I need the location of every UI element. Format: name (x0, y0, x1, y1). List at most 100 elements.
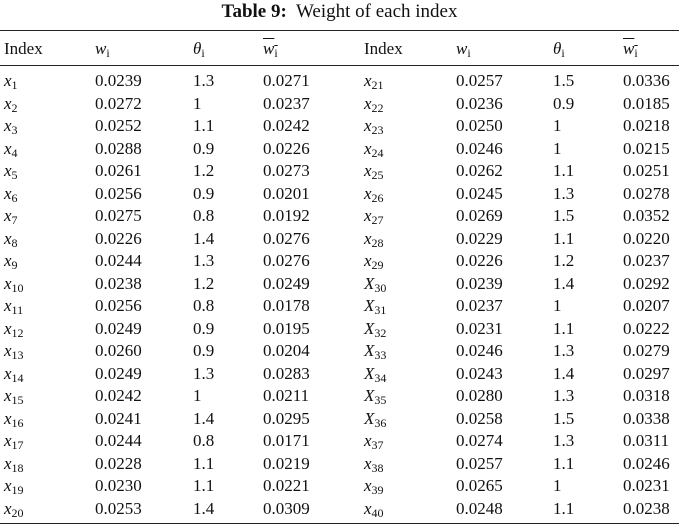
symbol: X (364, 363, 375, 383)
table-cell: 0.0211 (263, 386, 310, 405)
table-cell: 0.0250 (456, 116, 503, 135)
subscript: 26 (371, 190, 384, 205)
symbol: x (364, 138, 372, 158)
table-cell: 1.2 (193, 273, 215, 293)
table-cell: 1.4 (553, 273, 575, 293)
table-cell: 0.0219 (263, 453, 310, 473)
table-cell: x37 (364, 431, 384, 451)
symbol: x (364, 453, 372, 473)
subscript: 20 (11, 505, 24, 520)
table-cell: 0.0246 (456, 341, 503, 360)
table-cell: 1.2 (193, 161, 215, 180)
table-cell: 1.1 (553, 318, 575, 338)
table-cell: 1.3 (193, 251, 215, 270)
symbol: x (4, 71, 12, 90)
table-cell: 1.3 (553, 341, 575, 360)
symbol: x (4, 138, 12, 158)
table-cell: 0.0336 (623, 71, 670, 90)
table-cell: 0.9 (193, 138, 215, 158)
symbol: x (364, 228, 372, 248)
table-cell: 1.5 (553, 408, 575, 428)
table-cell: x8 (4, 229, 18, 249)
subscript: 24 (371, 145, 384, 160)
table-cell: x15 (4, 386, 24, 406)
symbol: x (4, 296, 12, 315)
table-cell: 1 (553, 296, 562, 315)
top-rule (0, 30, 679, 31)
symbol: X (364, 273, 375, 293)
table-cell: x16 (4, 409, 24, 429)
table-cell: 0.0260 (95, 341, 142, 360)
table-cell: x29 (364, 251, 384, 271)
table-cell: x11 (4, 296, 23, 316)
table-cell: 0.0229 (456, 228, 503, 248)
table-cell: 1.1 (553, 498, 575, 518)
table-cell: 0.0249 (95, 363, 142, 383)
column-header: wi (456, 39, 471, 59)
table-cell: 0.0242 (95, 386, 142, 405)
symbol: x (364, 116, 372, 135)
table-cell: 0.8 (193, 206, 215, 225)
table-cell: 0.0237 (456, 296, 503, 315)
table-cell: 0.0192 (263, 206, 310, 225)
table-cell: 0.0231 (456, 318, 503, 338)
table-cell: 0.0226 (263, 138, 310, 158)
table-cell: x17 (4, 431, 24, 451)
table-cell: 1.3 (553, 183, 575, 203)
table-cell: 0.0243 (456, 363, 503, 383)
table-cell: 0.0228 (95, 453, 142, 473)
table-cell: x7 (4, 206, 18, 226)
table-cell: 0.0311 (623, 431, 670, 450)
table-cell: 0.0283 (263, 363, 310, 383)
table-cell: 1.1 (193, 116, 215, 135)
table-cell: 0.0218 (623, 116, 670, 135)
table-cell: 1.3 (193, 71, 215, 90)
table-cell: 0.0265 (456, 476, 503, 495)
table-cell: X36 (364, 409, 386, 429)
table-cell: 0.0258 (456, 408, 503, 428)
table-cell: 0.0207 (623, 296, 670, 315)
symbol: x (4, 318, 12, 338)
table-cell: 0.0236 (456, 93, 503, 113)
table-cell: 1.1 (553, 228, 575, 248)
table-cell: 0.0237 (623, 251, 670, 270)
table-cell: 0.0274 (456, 431, 503, 450)
table-cell: 0.0178 (263, 296, 310, 315)
table-cell: 1.1 (193, 453, 215, 473)
symbol: x (4, 116, 12, 135)
table-cell: 1.1 (553, 161, 575, 180)
table-cell: X35 (364, 386, 386, 406)
subscript: 33 (374, 348, 387, 362)
table-cell: 0.0279 (623, 341, 670, 360)
table-cell: 0.0248 (456, 498, 503, 518)
symbol: X (364, 318, 375, 338)
symbol: w (95, 39, 107, 58)
table-cell: x40 (364, 499, 384, 519)
symbol: x (4, 183, 12, 203)
symbol: x (4, 228, 12, 248)
table-cell: 1.5 (553, 71, 575, 90)
table-cell: 0.0273 (263, 161, 310, 180)
subscript: 9 (11, 258, 18, 272)
column-header: Index (4, 39, 43, 58)
subscript: 12 (11, 325, 24, 340)
symbol: x (364, 161, 372, 180)
subscript: 5 (11, 168, 18, 182)
subscript: 4 (11, 145, 18, 160)
table-cell: 0.0256 (95, 296, 142, 315)
subscript: 10 (11, 280, 24, 295)
symbol: X (364, 296, 375, 315)
symbol: x (4, 206, 12, 225)
table-cell: 0.0276 (263, 251, 310, 270)
symbol: x (364, 476, 372, 495)
table-cell: 0.0242 (263, 116, 310, 135)
table-cell: 1.4 (193, 228, 215, 248)
table-cell: x5 (4, 161, 18, 181)
symbol: x (4, 408, 12, 428)
subscript: 28 (371, 235, 384, 250)
subscript: 34 (374, 370, 387, 385)
table-cell: 0.8 (193, 296, 215, 315)
table-cell: 0.0292 (623, 273, 670, 293)
table-cell: 0.0230 (95, 476, 142, 495)
table-cell: x26 (364, 184, 384, 204)
